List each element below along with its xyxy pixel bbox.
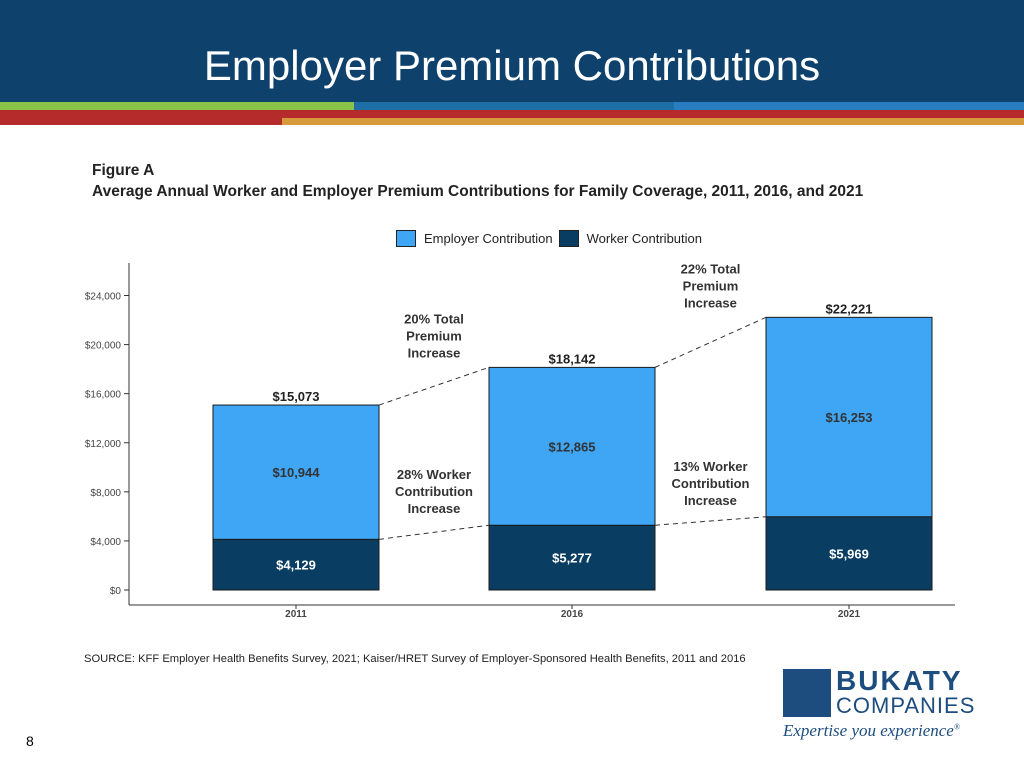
connector-worker-2011-2016	[378, 524, 490, 540]
x-tick-label-2016: 2016	[561, 609, 584, 620]
bar-worker-2021	[765, 516, 933, 591]
data-label-worker-2021: $5,969	[829, 546, 869, 561]
connector-total-2011-2016	[378, 366, 490, 406]
y-tick-label: $4,000	[90, 537, 121, 548]
annotation-worker-3-line: Increase	[684, 493, 737, 508]
logo-brand: BUKATY	[836, 665, 963, 696]
data-label-worker-2011: $4,129	[276, 558, 316, 573]
slide-header	[0, 0, 1024, 102]
legend-label-employer: Employer Contribution	[424, 230, 553, 246]
stripe-blue	[354, 102, 674, 110]
stripe-red-left	[0, 118, 282, 125]
annotation-worker-3-line: 13% Worker	[673, 459, 747, 474]
bar-employer-2011	[212, 404, 380, 540]
figure-source: SOURCE: KFF Employer Health Benefits Sur…	[84, 653, 746, 665]
logo-tagline-text: Expertise you experience	[783, 721, 954, 740]
y-tick-label: $0	[110, 586, 122, 597]
bar-employer-2021	[765, 316, 933, 518]
data-label-employer-2016: $12,865	[549, 439, 596, 454]
annotation-total-1-line: 22% Total	[681, 261, 741, 276]
y-tick-label: $16,000	[85, 390, 122, 401]
y-tick-label: $8,000	[90, 488, 121, 499]
data-label-total-2021: $22,221	[826, 301, 873, 316]
annotation-total-0-line: Premium	[406, 328, 462, 343]
data-label-employer-2011: $10,944	[273, 465, 321, 480]
legend-item-employer: Employer Contribution	[396, 229, 553, 247]
annotation-total-0-line: 20% Total	[404, 311, 464, 326]
company-logo: BUKATY COMPANIES Expertise you experienc…	[782, 665, 997, 749]
stacked-bar-chart: $0 $4,000 $8,000 $12,000 $16,000 $20,000 $24,0…	[85, 261, 955, 620]
slide-title: Employer Premium Contributions	[203, 42, 821, 89]
x-tick-label-2021: 2021	[838, 609, 861, 620]
annotation-total-0-line: Increase	[408, 345, 461, 360]
legend-swatch-employer	[396, 229, 416, 247]
annotation-total-1-line: Increase	[684, 295, 737, 310]
annotation-total-1-line: Premium	[683, 278, 739, 293]
bar-worker-2016	[488, 524, 656, 591]
page-number: 8	[26, 733, 34, 749]
stripe-green	[0, 102, 354, 110]
figure-title: Average Annual Worker and Employer Premi…	[92, 183, 864, 200]
annotation-worker-2-line: Contribution	[395, 484, 473, 499]
data-label-total-2011: $15,073	[273, 389, 320, 404]
data-label-employer-2021: $16,253	[826, 410, 873, 425]
data-label-worker-2016: $5,277	[552, 551, 592, 566]
annotation-worker-2-line: 28% Worker	[397, 467, 471, 482]
bar-employer-2016	[488, 366, 656, 526]
y-tick-label: $24,000	[85, 292, 122, 303]
x-tick-label-2011: 2011	[285, 609, 307, 620]
annotation-worker-2-line: Increase	[408, 501, 461, 516]
logo-tagline: Expertise you experience®	[783, 721, 960, 741]
stripe-blue-right	[674, 102, 1024, 110]
legend-swatch-worker	[558, 229, 579, 247]
y-tick-label: $20,000	[85, 341, 122, 352]
connector-total-2016-2021	[654, 316, 767, 368]
connector-worker-2016-2021	[654, 516, 767, 526]
logo-brand-sub: COMPANIES	[836, 693, 976, 718]
annotation-worker-3-line: Contribution	[672, 476, 750, 491]
chart-legend: Employer Contribution Worker Contributio…	[396, 228, 708, 248]
legend-item-worker: Worker Contribution	[558, 229, 702, 247]
figure-label: Figure A	[92, 162, 155, 179]
legend-label-worker: Worker Contribution	[586, 230, 702, 246]
logo-tagline-mark: ®	[953, 722, 960, 732]
y-tick-label: $12,000	[85, 439, 122, 450]
stripe-orange	[282, 118, 1024, 125]
stripe-red	[0, 110, 1024, 118]
data-label-total-2016: $18,142	[549, 351, 596, 366]
logo-square-icon	[783, 669, 831, 717]
